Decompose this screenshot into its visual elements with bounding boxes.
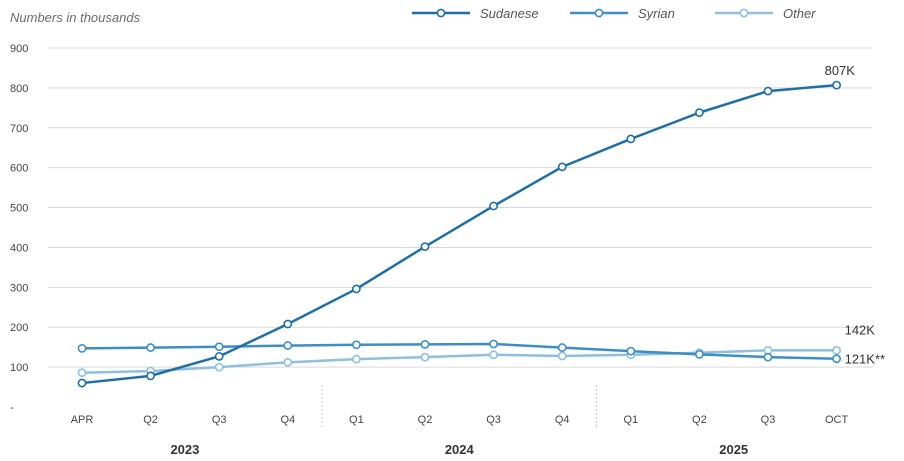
data-point-syrian bbox=[284, 342, 291, 349]
y-tick-label: 200 bbox=[10, 322, 28, 334]
data-point-syrian bbox=[833, 355, 840, 362]
x-axis: APR Q2 Q3 Q4 Q1 Q2 Q3 Q4 Q1 Q2 Q3 OCT 2023 2024 2025 bbox=[71, 385, 849, 457]
year-label: 2024 bbox=[445, 442, 475, 457]
y-tick-label: 400 bbox=[10, 242, 28, 254]
x-tick-label: Q2 bbox=[692, 414, 707, 426]
data-point-sudanese bbox=[284, 320, 291, 327]
legend-label: Other bbox=[783, 6, 816, 21]
end-label-other: 142K bbox=[845, 322, 876, 337]
x-tick-label: Q3 bbox=[486, 414, 501, 426]
data-point-syrian bbox=[696, 351, 703, 358]
legend-marker bbox=[595, 9, 602, 16]
data-point-syrian bbox=[421, 341, 428, 348]
chart-subtitle: Numbers in thousands bbox=[10, 10, 141, 25]
data-point-other bbox=[421, 354, 428, 361]
data-point-syrian bbox=[764, 354, 771, 361]
data-point-other bbox=[833, 347, 840, 354]
data-point-sudanese bbox=[78, 379, 85, 386]
y-tick-label: 800 bbox=[10, 83, 28, 95]
x-tick-label: Q2 bbox=[143, 414, 158, 426]
x-tick-label: APR bbox=[71, 414, 94, 426]
x-tick-label: Q1 bbox=[349, 414, 364, 426]
data-point-syrian bbox=[216, 343, 223, 350]
x-tick-label: Q4 bbox=[555, 414, 570, 426]
legend: Sudanese Syrian Other bbox=[412, 6, 816, 21]
gridlines bbox=[48, 48, 872, 367]
data-point-sudanese bbox=[490, 202, 497, 209]
data-point-sudanese bbox=[216, 353, 223, 360]
x-tick-label: Q3 bbox=[212, 414, 227, 426]
y-tick-label: 900 bbox=[10, 43, 28, 55]
y-tick-label: 700 bbox=[10, 123, 28, 135]
data-point-syrian bbox=[353, 341, 360, 348]
end-label-syrian: 121K** bbox=[845, 352, 885, 367]
data-point-sudanese bbox=[696, 109, 703, 116]
data-point-syrian bbox=[147, 344, 154, 351]
data-point-sudanese bbox=[627, 135, 634, 142]
year-label: 2025 bbox=[719, 442, 748, 457]
series-layer bbox=[78, 81, 840, 386]
data-point-sudanese bbox=[764, 87, 771, 94]
data-point-other bbox=[216, 364, 223, 371]
y-tick-label: 100 bbox=[10, 362, 28, 374]
data-point-syrian bbox=[490, 340, 497, 347]
series-line-sudanese bbox=[82, 85, 837, 383]
end-labels: 807K 121K** 142K bbox=[825, 63, 885, 367]
x-tick-label: Q2 bbox=[418, 414, 433, 426]
data-point-other bbox=[284, 359, 291, 366]
legend-label: Syrian bbox=[638, 6, 675, 21]
data-point-sudanese bbox=[147, 372, 154, 379]
data-point-other bbox=[490, 351, 497, 358]
data-point-syrian bbox=[627, 348, 634, 355]
x-tick-label: OCT bbox=[825, 414, 849, 426]
x-tick-label: Q4 bbox=[280, 414, 295, 426]
y-tick-label: - bbox=[10, 402, 14, 414]
legend-label: Sudanese bbox=[480, 6, 539, 21]
end-label-sudanese: 807K bbox=[825, 63, 856, 78]
data-point-other bbox=[559, 352, 566, 359]
data-point-syrian bbox=[78, 345, 85, 352]
y-tick-label: 600 bbox=[10, 163, 28, 175]
x-tick-label: Q3 bbox=[761, 414, 776, 426]
data-point-syrian bbox=[559, 344, 566, 351]
data-point-sudanese bbox=[559, 163, 566, 170]
legend-marker bbox=[740, 9, 747, 16]
year-label: 2023 bbox=[170, 442, 199, 457]
y-tick-label: 300 bbox=[10, 282, 28, 294]
y-tick-label: 500 bbox=[10, 203, 28, 215]
y-axis: - 100 200 300 400 500 600 700 800 900 bbox=[10, 43, 28, 414]
series-line-other bbox=[82, 350, 837, 372]
data-point-other bbox=[78, 369, 85, 376]
x-tick-label: Q1 bbox=[623, 414, 638, 426]
data-point-sudanese bbox=[833, 81, 840, 88]
data-point-sudanese bbox=[353, 285, 360, 292]
data-point-other bbox=[353, 356, 360, 363]
legend-marker bbox=[437, 9, 444, 16]
data-point-sudanese bbox=[421, 243, 428, 250]
